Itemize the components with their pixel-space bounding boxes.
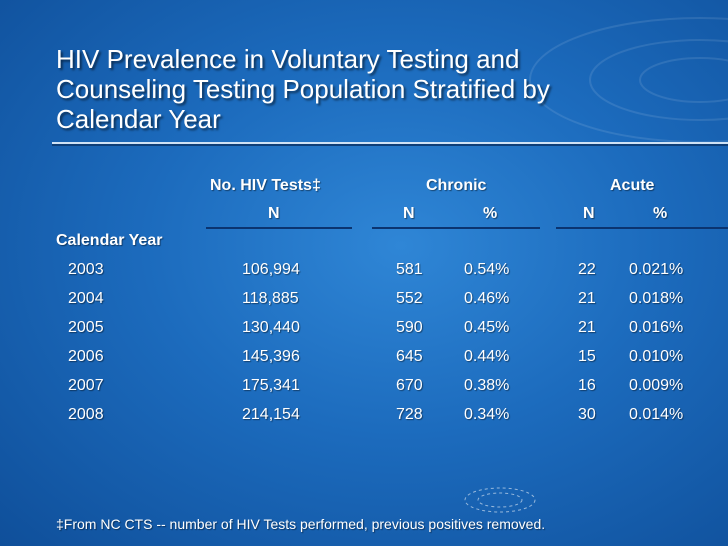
tests-header-underline (206, 227, 352, 229)
cell-chronic-pct: 0.44% (464, 348, 510, 365)
cell-tests: 175,341 (242, 377, 300, 394)
cell-acute-pct: 0.016% (629, 319, 684, 336)
cell-acute-n: 15 (578, 348, 596, 365)
cell-tests: 130,440 (242, 319, 300, 336)
title-rule (52, 142, 728, 146)
footnote: ‡From NC CTS -- number of HIV Tests perf… (56, 516, 546, 532)
cell-acute-pct: 0.021% (629, 261, 684, 278)
cell-year: 2007 (68, 377, 104, 394)
cell-chronic-n: 590 (396, 319, 423, 336)
cell-chronic-pct: 0.45% (464, 319, 510, 336)
cell-year: 2005 (68, 319, 104, 336)
cell-acute-pct: 0.010% (629, 348, 684, 365)
header-tests: No. HIV Tests‡ (210, 177, 321, 194)
cell-chronic-pct: 0.34% (464, 406, 510, 423)
cell-year: 2008 (68, 406, 104, 423)
cell-acute-n: 16 (578, 377, 596, 394)
header-acute: Acute (610, 177, 655, 194)
cell-chronic-n: 581 (396, 261, 423, 278)
cell-acute-n: 21 (578, 290, 596, 307)
header-chronic: Chronic (426, 177, 487, 194)
cell-acute-n: 22 (578, 261, 596, 278)
cell-acute-pct: 0.014% (629, 406, 684, 423)
cell-chronic-pct: 0.46% (464, 290, 510, 307)
cell-chronic-n: 670 (396, 377, 423, 394)
cell-acute-pct: 0.018% (629, 290, 684, 307)
acute-header-underline (556, 227, 728, 229)
subheader-acute-n: N (583, 205, 595, 222)
subheader-acute-pct: % (653, 205, 668, 222)
cell-chronic-n: 728 (396, 406, 423, 423)
cell-chronic-pct: 0.54% (464, 261, 510, 278)
cell-acute-n: 21 (578, 319, 596, 336)
subheader-chronic-pct: % (483, 205, 498, 222)
chronic-header-underline (372, 227, 540, 229)
subheader-chronic-n: N (403, 205, 415, 222)
cell-chronic-pct: 0.38% (464, 377, 510, 394)
slide-title: HIV Prevalence in Voluntary Testing and … (56, 44, 550, 134)
cell-tests: 145,396 (242, 348, 300, 365)
subheader-tests-n: N (268, 205, 280, 222)
cell-chronic-n: 552 (396, 290, 423, 307)
cell-tests: 106,994 (242, 261, 300, 278)
cell-tests: 214,154 (242, 406, 300, 423)
cell-chronic-n: 645 (396, 348, 423, 365)
cell-acute-n: 30 (578, 406, 596, 423)
cell-tests: 118,885 (242, 290, 299, 307)
cell-year: 2003 (68, 261, 104, 278)
cell-year: 2004 (68, 290, 104, 307)
cell-acute-pct: 0.009% (629, 377, 684, 394)
row-header-calendar-year: Calendar Year (56, 232, 163, 249)
cell-year: 2006 (68, 348, 104, 365)
